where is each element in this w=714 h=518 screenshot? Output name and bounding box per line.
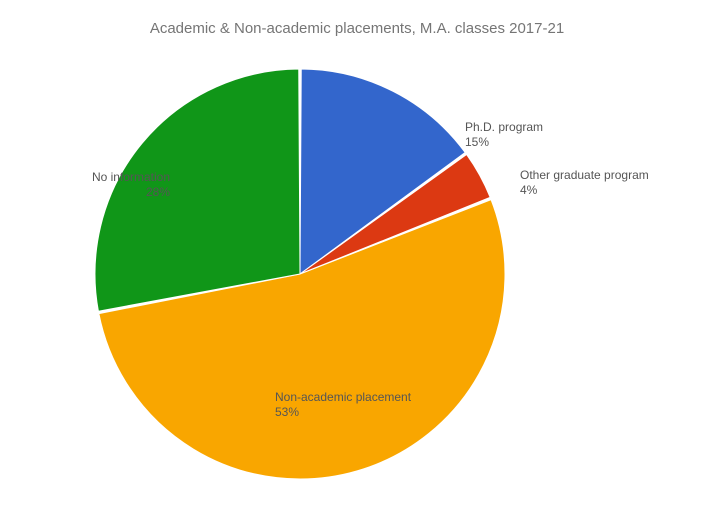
slice-label-percent: 15% xyxy=(465,135,543,150)
slice-label-text: Ph.D. program xyxy=(465,120,543,135)
slice-label-percent: 53% xyxy=(275,405,411,420)
pie-svg xyxy=(0,0,714,518)
slice-label-percent: 4% xyxy=(520,183,649,198)
slice-label-text: Other graduate program xyxy=(520,168,649,183)
pie-slice-label: No information28% xyxy=(92,170,170,200)
pie-slice-label: Other graduate program4% xyxy=(520,168,649,198)
slice-label-text: Non-academic placement xyxy=(275,390,411,405)
pie-chart-container: Academic & Non-academic placements, M.A.… xyxy=(0,0,714,518)
pie-slice-label: Non-academic placement53% xyxy=(275,390,411,420)
slice-label-percent: 28% xyxy=(92,185,170,200)
pie-slice-label: Ph.D. program15% xyxy=(465,120,543,150)
slice-label-text: No information xyxy=(92,170,170,185)
